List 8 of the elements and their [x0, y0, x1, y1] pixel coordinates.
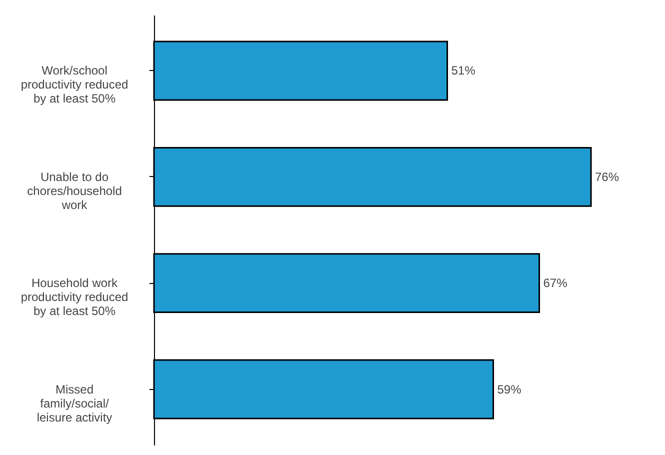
data-label: 76%: [595, 170, 620, 184]
y-tick-label: Unable to do chores/household work: [27, 170, 122, 212]
data-label: 51%: [451, 64, 476, 78]
y-tick-label: Household work productivity reduced by at least 50%: [20, 276, 128, 318]
y-tick-label: Work/school productivity reduced by at least 50%: [20, 64, 128, 106]
data-label: 59%: [497, 382, 522, 396]
data-label: 67%: [543, 276, 568, 290]
y-tick-label: Missed family/social/ leisure activity: [36, 382, 112, 424]
